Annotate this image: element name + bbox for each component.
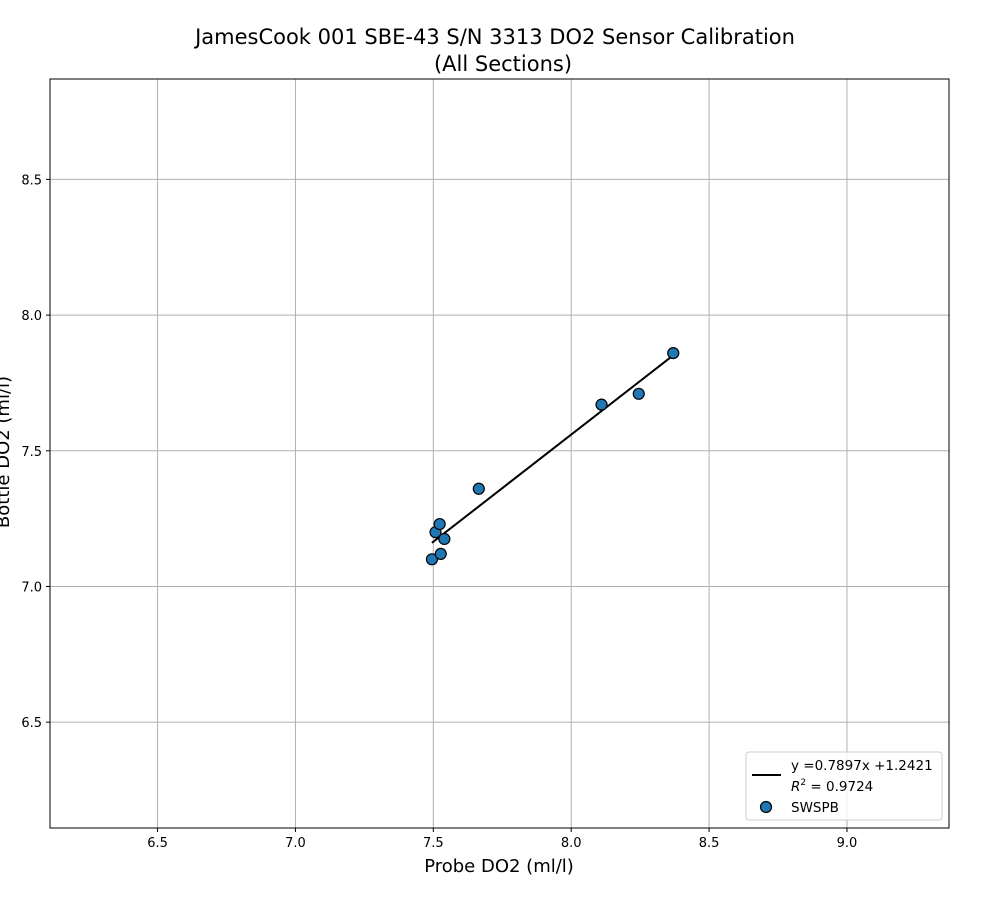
scatter-point: [425, 553, 439, 566]
x-axis-label: Probe DO2 (ml/l): [424, 856, 574, 877]
grid: [50, 79, 949, 828]
scatter-point: [434, 547, 447, 561]
y-tick-label: 8.5: [21, 173, 42, 188]
legend-box: [745, 751, 943, 821]
x-tick-label: 7.5: [423, 836, 444, 851]
fit-line: [431, 354, 674, 544]
scatter-point: [667, 346, 680, 360]
plot-frame: [49, 78, 950, 829]
x-tick-label: 6.5: [147, 836, 168, 851]
y-tick-label: 7.0: [21, 580, 42, 595]
legend-r2-value: = 0.9724: [806, 779, 873, 795]
x-tick-label: 8.5: [699, 836, 720, 851]
legend-fit-r2: R2 = 0.9724: [791, 778, 873, 795]
legend-r2-prefix: R: [791, 779, 800, 795]
x-axis-ticks: 6.5 7.0 7.5 8.0 8.5 9.0: [147, 828, 857, 851]
x-tick-label: 8.0: [561, 836, 582, 851]
scatter-point: [433, 517, 446, 531]
x-tick-label: 9.0: [837, 836, 858, 851]
scatter-point: [595, 398, 608, 411]
y-tick-label: 7.5: [21, 445, 42, 460]
scatter-point: [472, 482, 485, 495]
y-axis-label: Bottle DO2 (ml/l): [0, 376, 14, 528]
x-tick-label: 7.0: [285, 836, 306, 851]
fit-layer: [431, 354, 674, 544]
legend: y =0.7897x +1.2421 R2 = 0.9724 SWSPB: [745, 751, 943, 821]
legend-r2-sup: 2: [800, 778, 806, 788]
scatter-points: [425, 346, 680, 566]
y-axis-ticks: 6.5 7.0 7.5 8.0 8.5: [21, 173, 50, 731]
legend-series-name: SWSPB: [791, 800, 839, 816]
y-tick-label: 8.0: [21, 309, 42, 324]
chart-subtitle: (All Sections): [434, 52, 572, 76]
scatter-point: [438, 532, 451, 546]
chart-title: JamesCook 001 SBE-43 S/N 3313 DO2 Sensor…: [193, 25, 795, 49]
y-tick-label: 6.5: [21, 716, 42, 731]
scatter-point: [632, 387, 645, 400]
legend-fit-equation: y =0.7897x +1.2421: [791, 758, 933, 774]
legend-series-marker: [759, 800, 773, 814]
